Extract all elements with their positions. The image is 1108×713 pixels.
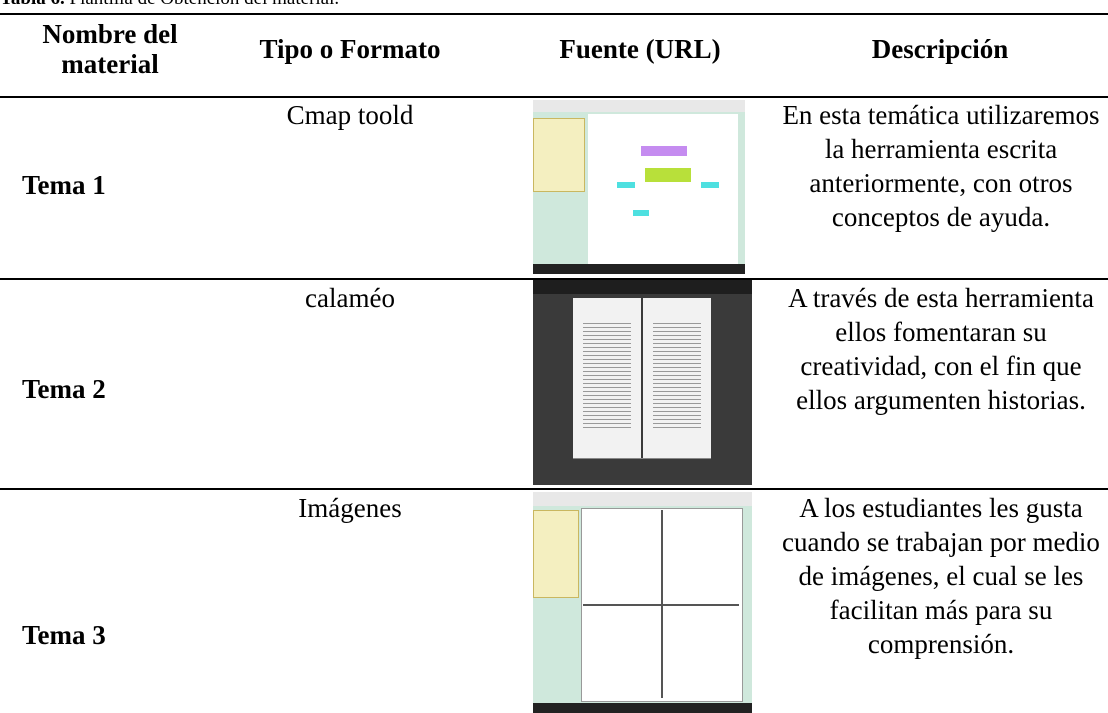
header-cell: Nombre del material (42, 19, 178, 79)
description: A los estudiantes les gusta cuando se tr… (782, 493, 1100, 659)
row-name: Tema 1 (22, 170, 106, 200)
format: Imágenes (298, 493, 402, 523)
row-name: Tema 3 (22, 620, 106, 650)
screenshot-images (533, 492, 752, 713)
header-cell: Fuente (URL) (559, 34, 721, 64)
caption-label: Tabla 6. (0, 0, 65, 9)
header-cell: Tipo o Formato (259, 34, 441, 64)
format: Cmap toold (286, 100, 414, 130)
description: A través de esta herramienta ellos fomen… (788, 283, 1094, 415)
row-name: Tema 2 (22, 374, 106, 404)
header-cell: Descripción (871, 34, 1009, 64)
caption: Tabla 6. Plantilla de Obtención del mate… (0, 0, 339, 10)
screenshot-calameo (533, 280, 752, 485)
row-rule (0, 278, 1108, 280)
top-rule (0, 13, 1108, 15)
row-rule (0, 488, 1108, 490)
screenshot-cmap (533, 100, 745, 274)
description: En esta temática utilizaremos la herrami… (782, 100, 1100, 232)
row-rule (0, 96, 1108, 98)
caption-text: Plantilla de Obtención del material. (70, 0, 340, 9)
format: calaméo (305, 283, 395, 313)
